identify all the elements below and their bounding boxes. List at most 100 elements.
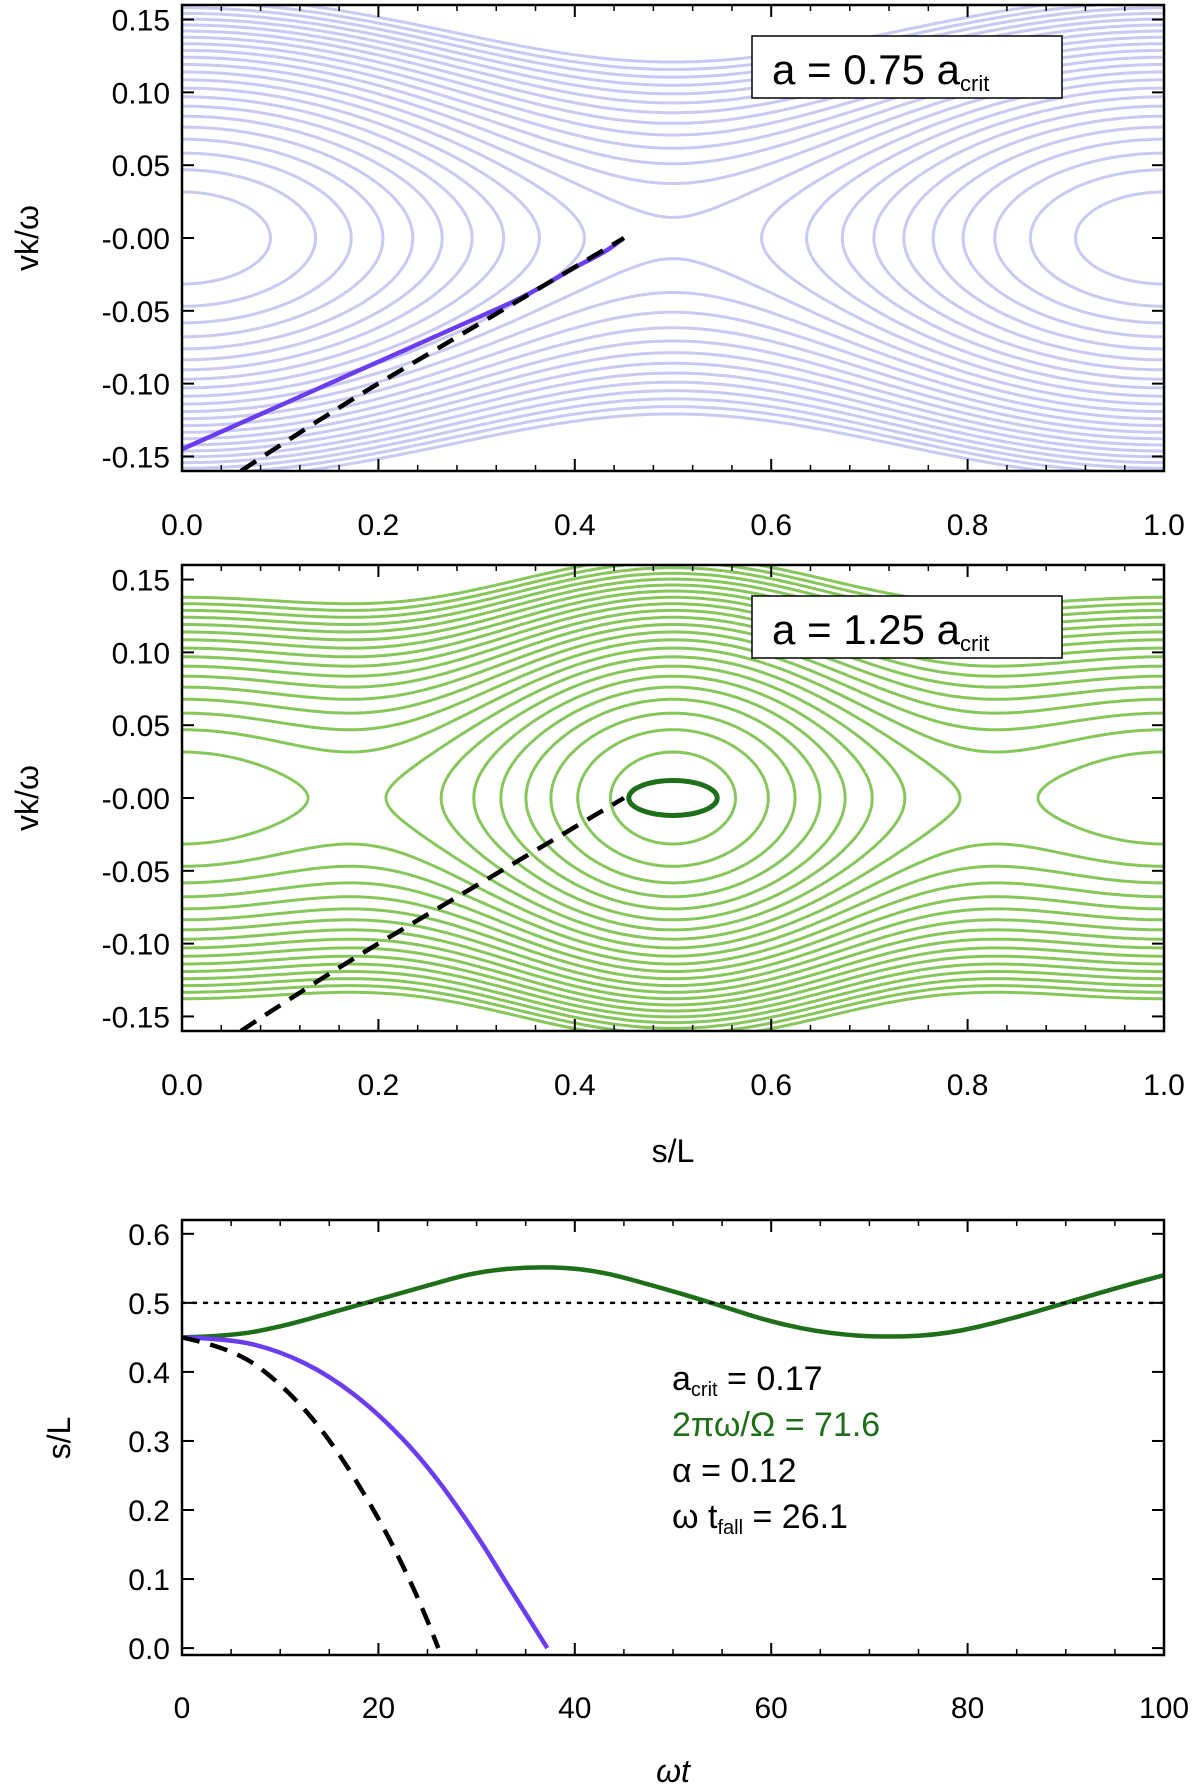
contour-line: [499, 685, 847, 911]
contour-line: [182, 630, 1164, 966]
series-a-1-25-a-crit: [182, 1265, 1164, 1340]
panel-top: 0.0 0.2 0.4 0.6 0.8 1.0 0.15 0.10 0.05 -0.00 -0.05…: [9, 3, 1185, 542]
y-tick-label: 0.15: [112, 565, 170, 598]
contour-line: [182, 114, 1164, 362]
x-tick-label: 0.2: [358, 509, 400, 542]
y-tick-label: -0.00: [102, 783, 170, 816]
contour-line: [182, 655, 1164, 941]
series-free-fall: [239, 236, 626, 471]
contour-line: [182, 95, 1164, 381]
y-tick-label: 0.05: [112, 710, 170, 743]
annotation-tfall: ω tfall = 26.1: [672, 1498, 848, 1539]
y-tick-label: -0.10: [102, 369, 170, 402]
contour-line: [524, 697, 822, 899]
contour-line: [182, 602, 1164, 994]
contour-line: [182, 63, 1164, 413]
contour-line: [182, 615, 1164, 981]
y-tick-label: 0.2: [128, 1495, 170, 1528]
x-tick-label: 20: [362, 1692, 395, 1725]
x-tick-label: 60: [755, 1692, 788, 1725]
contour-line: [182, 78, 1164, 398]
y-tick-label: -0.15: [102, 1001, 170, 1034]
contour-line: [576, 728, 770, 868]
y-tick-label: -0.10: [102, 929, 170, 962]
svg-text:a = 1.25 acrit: a = 1.25 acrit: [772, 606, 989, 656]
xlabel-middle: s/L: [652, 1133, 695, 1169]
contour-line: [182, 168, 1164, 308]
contour-line: [182, 623, 1164, 973]
contour-line: [182, 638, 1164, 958]
x-tick-label: 40: [558, 1692, 591, 1725]
series-trapped-orbit: [626, 778, 720, 818]
contour-line: [182, 137, 1164, 339]
y-tick-label: 0.1: [128, 1564, 170, 1597]
ticks-bottom: 0 20 40 60 80 100 0.6 0.5 0.4 0.3 0.2 0.1 0.0: [128, 1219, 1189, 1725]
annotation-alpha: α = 0.12: [672, 1452, 797, 1490]
y-tick-label: 0.4: [128, 1357, 170, 1390]
ticks-top: 0.0 0.2 0.4 0.6 0.8 1.0 0.15 0.10 0.05 -0.00 -0.05…: [102, 5, 1185, 542]
y-tick-label: 0.10: [112, 77, 170, 110]
panel-bottom: 0 20 40 60 80 100 0.6 0.5 0.4 0.3 0.2 0.1 0.0 s/L ωt…: [41, 1218, 1189, 1788]
contour-line: [182, 646, 1164, 950]
y-tick-label: -0.05: [102, 856, 170, 889]
x-tick-label: 100: [1139, 1692, 1189, 1725]
x-tick-label: 1.0: [1143, 1069, 1185, 1102]
annotations-bottom: acrit = 0.17 2πω/Ω = 71.6 α = 0.12 ω tfa…: [672, 1360, 880, 1539]
contour-line: [472, 674, 874, 922]
annotation-box-middle: a = 1.25 acrit: [751, 595, 1063, 659]
series-middle: [239, 778, 720, 1031]
annotation-middle-sub: crit: [960, 631, 989, 656]
contour-line: [549, 711, 797, 885]
contour-line: [608, 750, 738, 846]
series-free-fall: [239, 796, 626, 1031]
contour-line: [182, 104, 1164, 372]
x-tick-label: 0.8: [947, 1069, 989, 1102]
ticks-middle: 0.0 0.2 0.4 0.6 0.8 1.0 0.15 0.10 0.05 -0.00 -0.05…: [102, 565, 1185, 1102]
contour-line: [182, 35, 1164, 441]
ylabel-bottom: s/L: [41, 1417, 77, 1460]
svg-text:a = 0.75 acrit: a = 0.75 acrit: [772, 46, 989, 96]
contour-line: [182, 565, 1164, 1031]
annotation-top-main: a = 0.75 a: [772, 46, 961, 93]
y-tick-label: -0.00: [102, 223, 170, 256]
x-tick-label: 0.0: [161, 509, 203, 542]
contour-line: [182, 125, 1164, 351]
y-tick-label: -0.15: [102, 441, 170, 474]
x-tick-label: 0.2: [358, 1069, 400, 1102]
ylabel-top: vk/ω: [9, 205, 45, 271]
x-tick-label: 0.0: [161, 1069, 203, 1102]
x-tick-label: 0.8: [947, 509, 989, 542]
x-tick-label: 0: [174, 1692, 191, 1725]
contour-line: [182, 70, 1164, 406]
contour-line: [182, 151, 1164, 325]
series-top: [182, 236, 626, 471]
x-tick-label: 0.6: [750, 1069, 792, 1102]
annotation-middle-main: a = 1.25 a: [772, 606, 961, 653]
annotation-period: 2πω/Ω = 71.6: [672, 1406, 880, 1444]
annotation-box-top: a = 0.75 acrit: [751, 35, 1063, 99]
y-tick-label: 0.0: [128, 1633, 170, 1666]
series-free-fall: [182, 1335, 441, 1649]
ylabel-middle: vk/ω: [9, 765, 45, 831]
y-tick-label: 0.5: [128, 1288, 170, 1321]
contour-line: [302, 5, 1044, 471]
contours-middle: [182, 565, 1164, 1031]
y-tick-label: 0.3: [128, 1426, 170, 1459]
x-tick-label: 80: [951, 1692, 984, 1725]
contour-line: [182, 190, 1164, 286]
y-tick-label: 0.15: [112, 5, 170, 38]
x-tick-label: 0.6: [750, 509, 792, 542]
annotation-acrit: acrit = 0.17: [672, 1360, 823, 1401]
y-tick-label: 0.05: [112, 150, 170, 183]
x-tick-label: 1.0: [1143, 509, 1185, 542]
y-tick-label: 0.6: [128, 1219, 170, 1252]
series-bottom: [182, 1265, 1164, 1650]
annotation-top-sub: crit: [960, 71, 989, 96]
contour-line: [182, 86, 1164, 390]
x-tick-label: 0.4: [554, 1069, 596, 1102]
contour-line: [439, 664, 907, 932]
contour-line: [182, 565, 1164, 1031]
series-a-0-75-a-crit: [182, 1335, 550, 1650]
y-tick-label: 0.10: [112, 637, 170, 670]
